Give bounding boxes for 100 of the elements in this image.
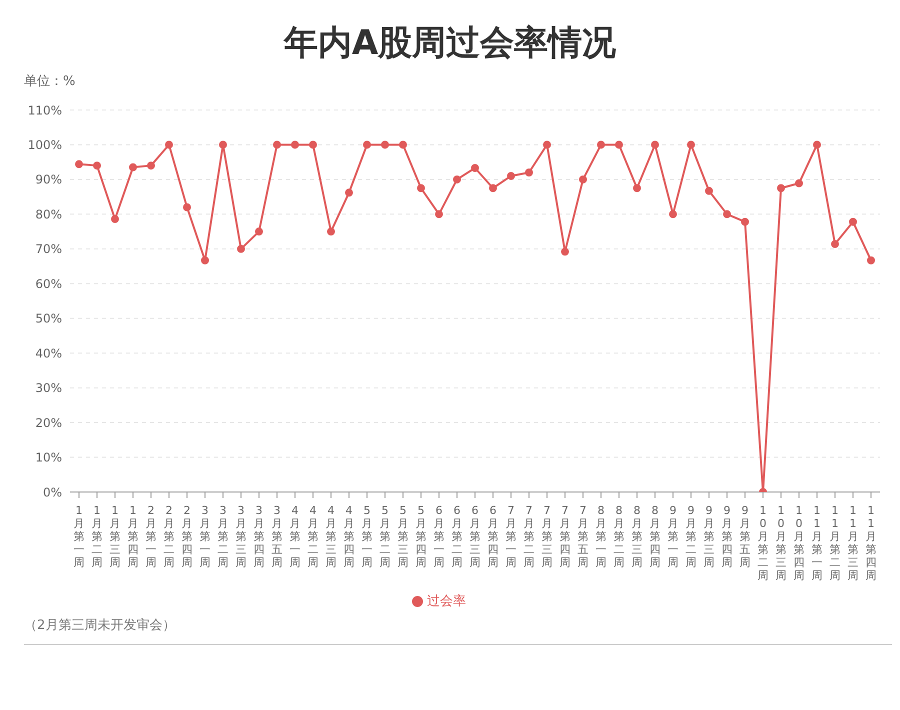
point xyxy=(849,218,857,226)
point xyxy=(399,140,407,149)
x-tick-label: 6月第二周 xyxy=(452,504,462,569)
x-tick-label: 3月第三周 xyxy=(236,504,246,569)
x-tick-label: 6月第四周 xyxy=(488,504,498,569)
point xyxy=(237,244,245,253)
y-tick-label: 20% xyxy=(35,416,62,430)
point xyxy=(813,140,821,149)
x-tick-label: 10月第四周 xyxy=(794,504,804,582)
point xyxy=(435,210,443,218)
x-tick-label: 3月第二周 xyxy=(218,504,228,569)
x-tick-label: 6月第一周 xyxy=(434,504,444,569)
x-tick-label: 7月第二周 xyxy=(524,504,534,569)
x-tick-label: 3月第四周 xyxy=(254,504,264,569)
x-tick-label: 8月第四周 xyxy=(650,504,660,569)
x-tick-label: 1月第四周 xyxy=(128,504,138,569)
x-tick-label: 11月第二周 xyxy=(830,504,840,582)
x-tick-label: 8月第二周 xyxy=(614,504,624,569)
point xyxy=(183,203,191,212)
x-tick-label: 1月第一周 xyxy=(74,504,84,569)
x-tick-label: 4月第三周 xyxy=(326,504,336,569)
point xyxy=(669,210,677,218)
point xyxy=(705,186,713,195)
point xyxy=(741,218,749,226)
y-tick-label: 30% xyxy=(35,381,62,396)
x-tick-label: 4月第二周 xyxy=(308,504,318,569)
y-axis-title: 单位：% xyxy=(24,73,76,90)
y-tick-label: 70% xyxy=(35,242,62,256)
point xyxy=(615,140,623,149)
text: （2月第三周未开发审会） xyxy=(24,616,892,645)
x-tick-label: 9月第二周 xyxy=(686,504,696,569)
x-tick-label: 9月第三周 xyxy=(704,504,714,569)
x-tick-label: 9月第五周 xyxy=(740,504,750,569)
x-tick-label: 2月第二周 xyxy=(164,504,174,569)
x-tick-label: 1月第三周 xyxy=(110,504,120,569)
point xyxy=(489,184,497,192)
x-tick-label: 8月第一周 xyxy=(596,504,606,569)
x-tick-label: 5月第三周 xyxy=(398,504,408,569)
x-tick-label: 2月第四周 xyxy=(182,504,192,569)
point xyxy=(633,184,641,192)
x-tick-label: 5月第一周 xyxy=(362,504,372,569)
point xyxy=(543,140,551,149)
point xyxy=(579,175,587,184)
y-tick-label: 0% xyxy=(42,485,62,500)
point xyxy=(291,140,299,149)
x-tick-label: 3月第一周 xyxy=(200,504,210,569)
point xyxy=(327,228,335,236)
x-tick-label: 2月第一周 xyxy=(146,504,156,569)
x-tick-label: 1月第二周 xyxy=(92,504,102,569)
point xyxy=(147,162,155,170)
x-tick-label: 9月第一周 xyxy=(668,504,678,569)
x-tick-label: 11月第四周 xyxy=(866,504,876,582)
x-tick-label: 3月第五周 xyxy=(272,504,282,569)
x-tick-label: 7月第三周 xyxy=(542,504,552,569)
point xyxy=(417,184,425,192)
point xyxy=(723,210,731,218)
y-tick-label: 90% xyxy=(35,172,62,187)
point xyxy=(777,184,785,192)
point xyxy=(111,215,119,224)
x-tick-label: 7月第四周 xyxy=(560,504,570,569)
x-tick-label: 5月第二周 xyxy=(380,504,390,569)
y-tick-label: 10% xyxy=(35,450,62,465)
x-tick-label: 8月第三周 xyxy=(632,504,642,569)
y-tick-label: 100% xyxy=(28,138,62,152)
y-tick-label: 50% xyxy=(35,312,62,326)
point xyxy=(345,188,353,197)
point xyxy=(129,163,137,172)
point xyxy=(471,164,479,172)
point xyxy=(525,168,533,177)
point xyxy=(597,140,605,149)
point xyxy=(255,228,263,236)
x-tick-label: 11月第三周 xyxy=(848,504,858,582)
point xyxy=(507,172,515,180)
x-tick-label: 7月第五周 xyxy=(578,504,588,569)
point xyxy=(165,140,173,149)
legend-label: 过会率 xyxy=(427,594,466,609)
x-tick-label: 10月第二周 xyxy=(758,504,768,582)
point xyxy=(651,140,659,149)
point xyxy=(363,140,371,149)
point xyxy=(219,140,227,149)
x-tick-label: 4月第一周 xyxy=(290,504,300,569)
point xyxy=(75,160,83,168)
point xyxy=(687,140,695,149)
point xyxy=(453,175,461,184)
x-tick-label: 10月第三周 xyxy=(776,504,786,582)
point xyxy=(831,240,839,248)
x-tick-label: 4月第四周 xyxy=(344,504,354,569)
point xyxy=(381,140,389,149)
x-tick-label: 6月第三周 xyxy=(470,504,480,569)
point xyxy=(867,256,875,264)
y-tick-label: 40% xyxy=(35,346,62,360)
y-tick-label: 110% xyxy=(28,103,62,118)
point xyxy=(795,179,803,188)
point xyxy=(561,248,569,256)
point xyxy=(273,140,281,149)
x-tick-label: 11月第一周 xyxy=(812,504,822,582)
x-tick-label: 7月第一周 xyxy=(506,504,516,569)
chart-title: 年内A股周过会率情况 xyxy=(282,22,618,65)
x-tick-label: 9月第四周 xyxy=(722,504,732,569)
y-tick-label: 60% xyxy=(35,276,62,291)
